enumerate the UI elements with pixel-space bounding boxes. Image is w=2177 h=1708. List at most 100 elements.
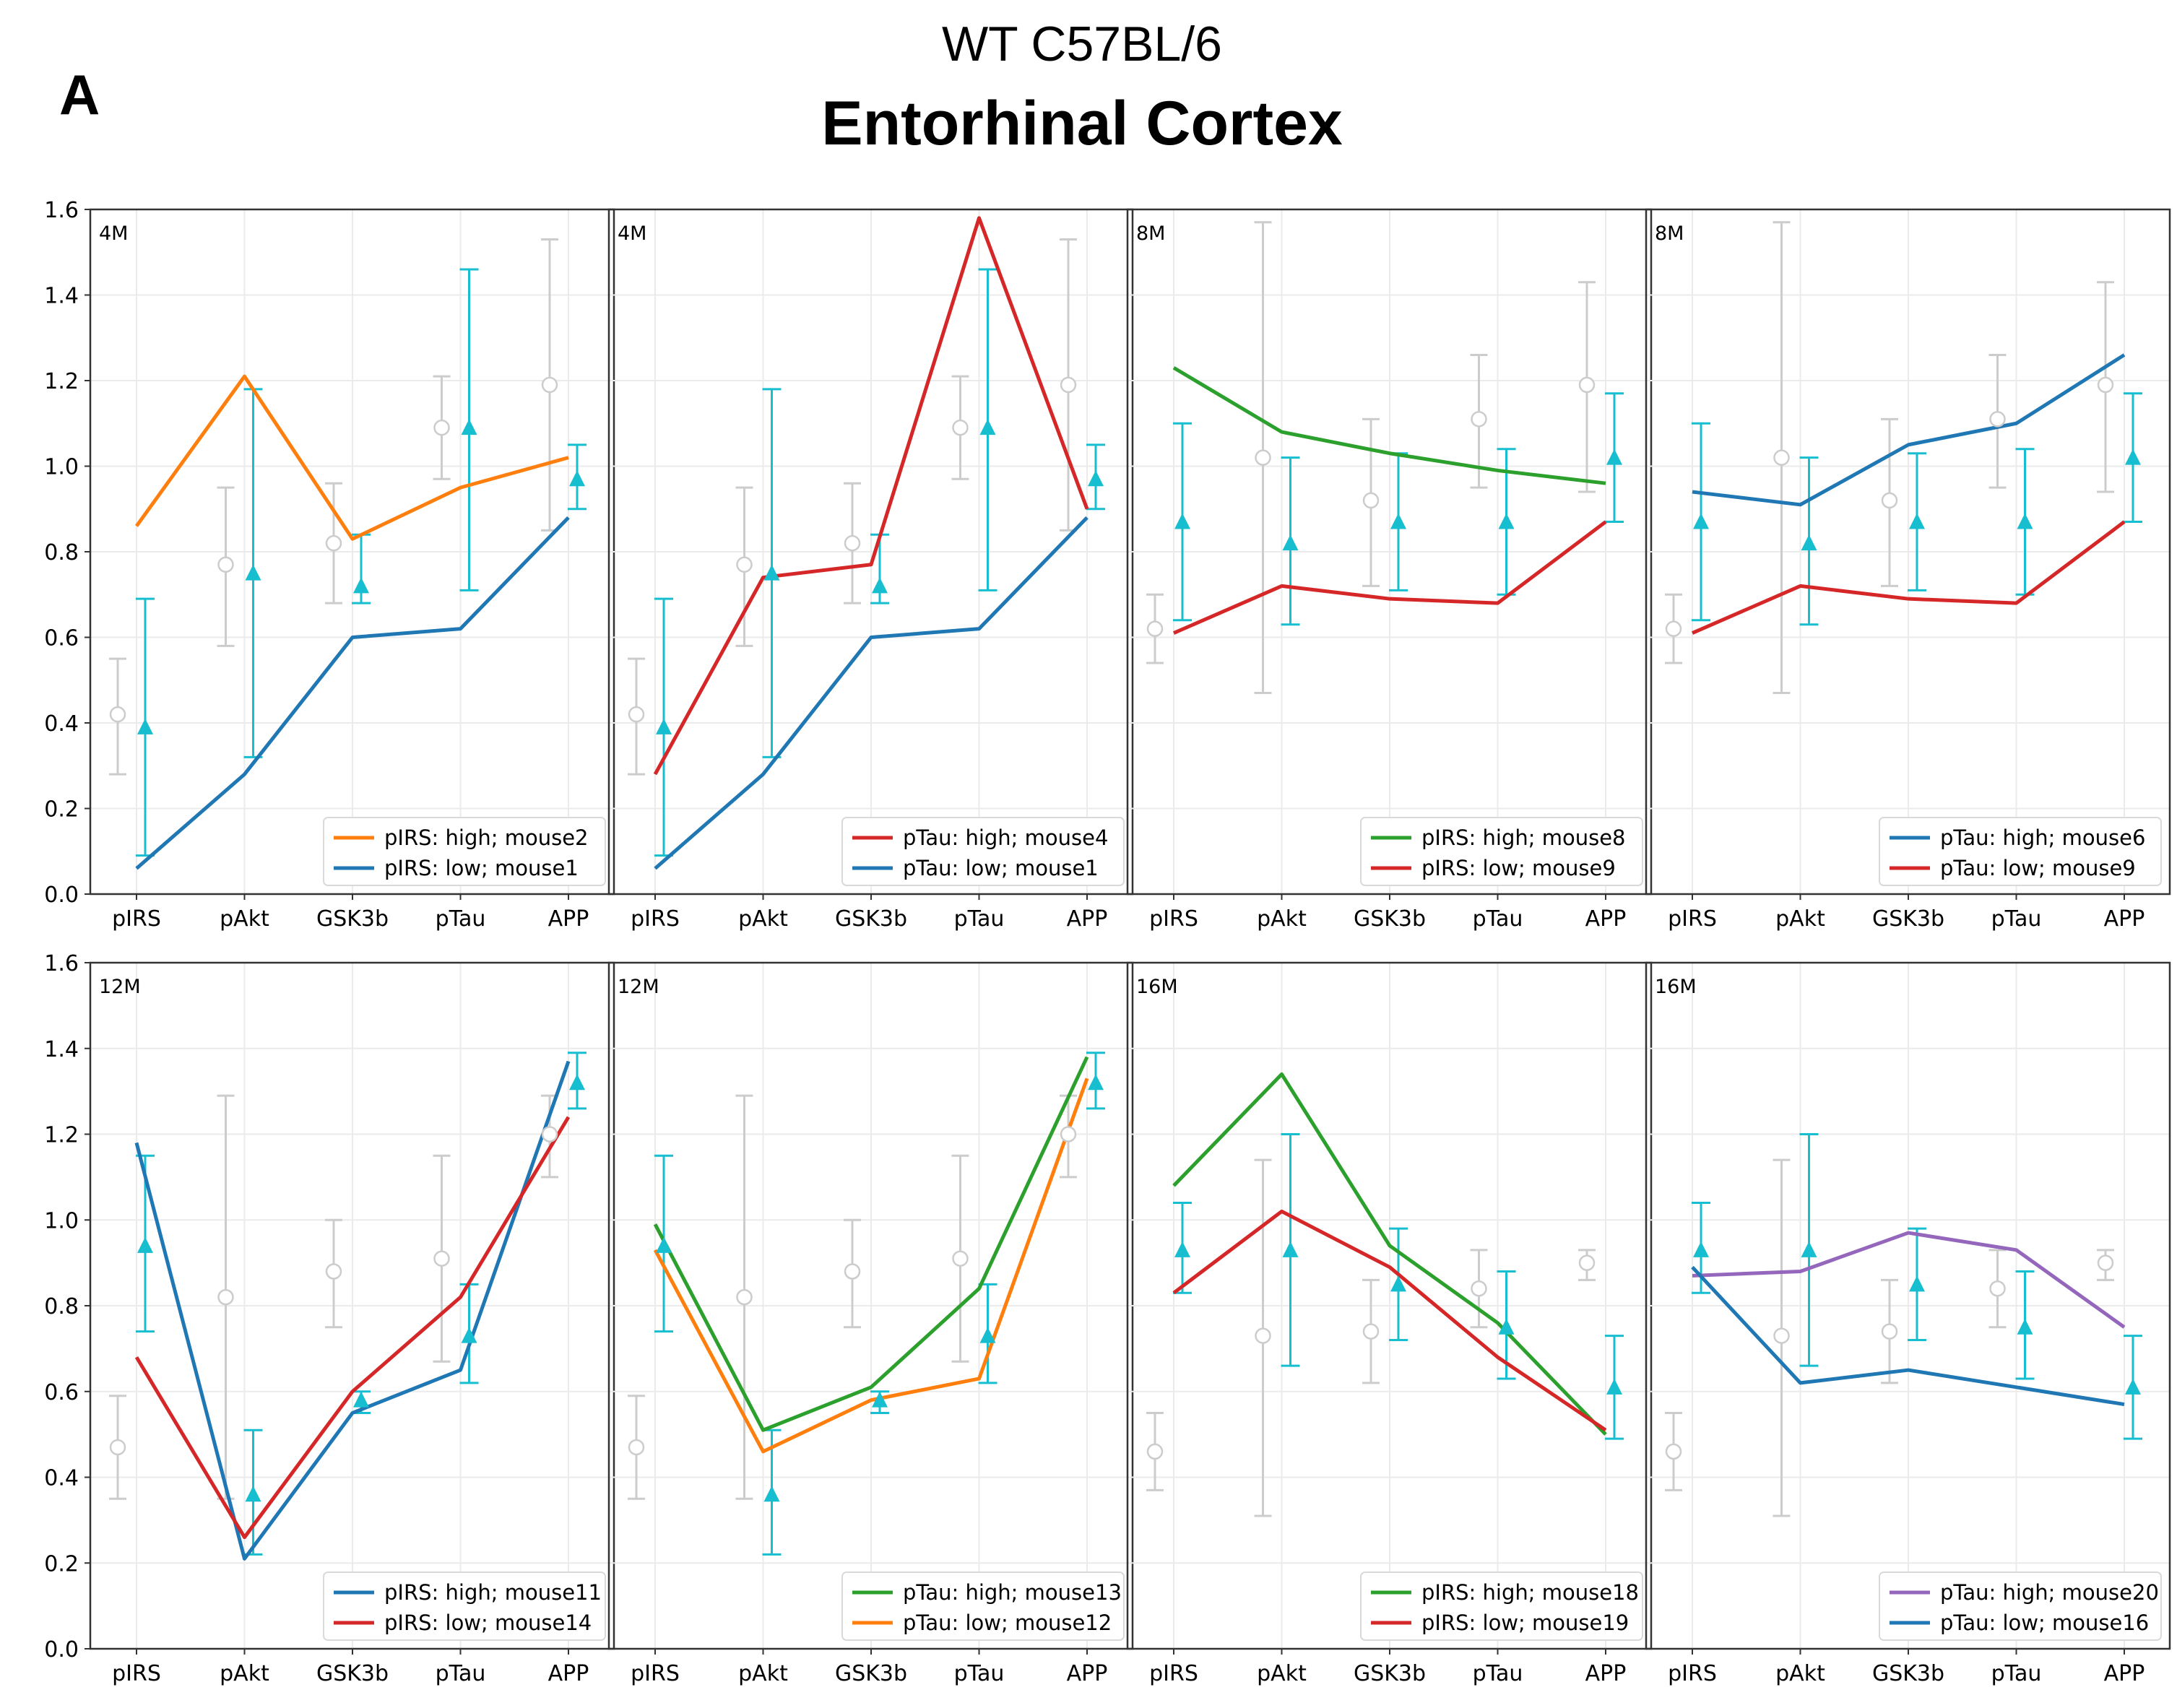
series-line-2 xyxy=(1692,520,2126,635)
group-mean-marker xyxy=(1693,513,1709,529)
legend-entry: pIRS: high; mouse11 xyxy=(384,1580,602,1605)
age-label: 4M xyxy=(618,222,646,245)
reference-mean-marker xyxy=(541,376,558,394)
legend-entry: pTau: high; mouse20 xyxy=(1940,1580,2159,1605)
x-tick-label: pAkt xyxy=(1775,906,1825,932)
group-mean-marker xyxy=(461,419,477,435)
group-mean-marker xyxy=(2017,513,2033,529)
group-mean-marker xyxy=(1390,513,1406,529)
legend-box xyxy=(323,1572,606,1641)
y-tick-label: 0.6 xyxy=(44,1380,79,1405)
x-tick-label: pAkt xyxy=(220,1661,269,1686)
subplot-1: pIRS pAkt GSK3b pTau APP 0.0 0.2 0.4 0.6 0.8 1.0 1.… xyxy=(44,198,615,932)
x-tick-label: pAkt xyxy=(738,1661,788,1686)
y-tick-label: 0.0 xyxy=(44,1637,79,1663)
x-tick-label: pAkt xyxy=(1775,1661,1825,1686)
y-tick-label: 1.0 xyxy=(44,1208,79,1234)
reference-mean-marker xyxy=(1362,492,1380,509)
legend-entry: pIRS: high; mouse8 xyxy=(1421,825,1626,850)
legend-entry: pTau: high; mouse13 xyxy=(903,1580,1122,1605)
reference-mean-marker xyxy=(628,1439,645,1456)
group-mean-marker xyxy=(2125,1378,2141,1395)
group-mean-marker xyxy=(1390,1275,1406,1292)
x-tick-label: GSK3b xyxy=(1354,1661,1426,1686)
x-tick-label: pAkt xyxy=(1257,1661,1307,1686)
y-tick-label: 1.6 xyxy=(44,951,79,976)
x-tick-label: pIRS xyxy=(1149,1661,1198,1686)
x-tick-label: pTau xyxy=(1991,1661,2042,1686)
reference-mean-marker xyxy=(1989,1280,2006,1297)
legend-box xyxy=(1360,1572,1643,1641)
group-mean-marker xyxy=(1174,513,1190,529)
group-mean-marker xyxy=(569,1074,585,1091)
x-tick-label: APP xyxy=(2104,1661,2145,1686)
y-tick-label: 1.2 xyxy=(44,1123,79,1148)
series-line-2 xyxy=(135,516,570,870)
group-mean-marker xyxy=(2125,448,2141,465)
y-tick-label: 0.2 xyxy=(44,1551,79,1577)
x-tick-label: GSK3b xyxy=(1354,906,1426,932)
subplot-2: pIRS pAkt GSK3b pTau APP 4M pTau: high; mouse4… xyxy=(607,208,1134,932)
legend-entry: pIRS: high; mouse2 xyxy=(384,825,589,850)
x-tick-label: APP xyxy=(1585,1661,1627,1686)
x-tick-label: GSK3b xyxy=(316,906,389,932)
x-tick-label: APP xyxy=(1067,906,1108,932)
group-mean-marker xyxy=(656,718,672,734)
group-mean-marker xyxy=(461,1327,477,1343)
series-line-1 xyxy=(134,374,569,541)
group-mean-marker xyxy=(137,718,153,734)
group-mean-marker xyxy=(872,1391,888,1408)
x-tick-label: pAkt xyxy=(738,906,788,932)
reference-mean-marker xyxy=(217,1288,234,1306)
figure-region-title: Entorhinal Cortex xyxy=(821,89,1343,158)
reference-mean-marker xyxy=(1773,449,1790,466)
group-mean-marker xyxy=(1088,470,1104,487)
reference-mean-marker xyxy=(736,556,753,573)
subplot-5: pIRS pAkt GSK3b pTau APP 0.0 0.2 0.4 0.6 0.8 1.0 1.… xyxy=(44,951,615,1686)
legend-box xyxy=(1879,1572,2162,1641)
legend-entry: pTau: high; mouse4 xyxy=(903,825,1108,850)
reference-mean-marker xyxy=(1665,620,1682,637)
group-mean-marker xyxy=(1693,1241,1709,1257)
group-mean-marker xyxy=(1088,1074,1104,1091)
reference-mean-marker xyxy=(325,534,342,552)
y-tick-label: 0.8 xyxy=(44,1294,79,1319)
group-mean-marker xyxy=(1498,1318,1515,1335)
group-mean-marker xyxy=(979,419,996,435)
x-tick-label: APP xyxy=(548,906,589,932)
reference-mean-marker xyxy=(433,1250,450,1267)
age-label: 12M xyxy=(618,976,659,998)
reference-mean-marker xyxy=(628,706,645,723)
x-tick-label: pAkt xyxy=(1257,906,1307,932)
group-mean-marker xyxy=(1174,1241,1190,1257)
reference-mean-marker xyxy=(1255,1327,1271,1344)
reference-mean-marker xyxy=(844,1263,861,1280)
x-tick-label: pTau xyxy=(1473,906,1523,932)
y-tick-label: 0.2 xyxy=(44,797,79,823)
reference-mean-marker xyxy=(109,706,126,723)
x-tick-label: pIRS xyxy=(112,906,161,932)
x-tick-label: pTau xyxy=(436,1661,486,1686)
reference-mean-marker xyxy=(433,419,450,436)
reference-mean-marker xyxy=(1255,449,1271,466)
reference-mean-marker xyxy=(1146,620,1164,637)
x-tick-label: GSK3b xyxy=(316,1661,389,1686)
group-mean-marker xyxy=(2017,1318,2033,1335)
legend-entry: pIRS: low; mouse9 xyxy=(1421,856,1616,880)
subplot-4: pIRS pAkt GSK3b pTau APP 8M pTau: high; mouse6… xyxy=(1645,208,2171,932)
group-mean-marker xyxy=(1801,534,1817,551)
y-tick-label: 1.0 xyxy=(44,455,79,480)
age-label: 8M xyxy=(1655,222,1684,245)
y-tick-label: 1.6 xyxy=(44,198,79,223)
x-tick-label: GSK3b xyxy=(835,906,907,932)
y-tick-label: 0.4 xyxy=(44,1466,79,1491)
subplot-8: pIRS pAkt GSK3b pTau APP 16M pTau: high; mouse… xyxy=(1645,961,2171,1686)
x-tick-label: pAkt xyxy=(220,906,269,932)
legend-entry: pIRS: low; mouse19 xyxy=(1421,1611,1629,1635)
reference-mean-marker xyxy=(1578,1254,1596,1271)
x-tick-label: APP xyxy=(1585,906,1627,932)
reference-mean-marker xyxy=(541,1126,558,1143)
reference-mean-marker xyxy=(1362,1323,1380,1340)
series-line-2 xyxy=(653,1078,1089,1454)
series-line-1 xyxy=(1172,366,1606,485)
